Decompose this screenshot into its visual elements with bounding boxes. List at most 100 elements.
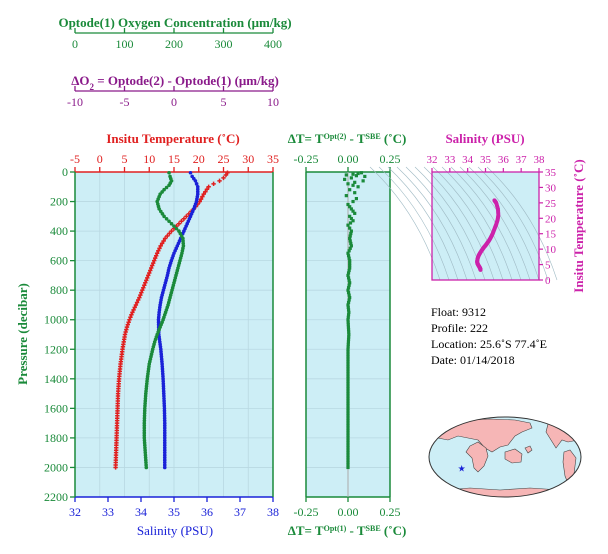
delta-t-point: [348, 236, 352, 241]
salinity-point: [162, 428, 167, 433]
delta-t-point: [348, 295, 352, 300]
delta-o2-tick-label: 0: [171, 95, 177, 109]
temperature-point: [131, 307, 136, 313]
delta-t-point: [346, 465, 350, 470]
delta-t-bottom-tick-label: -0.25: [294, 505, 319, 519]
temperature-series: [113, 170, 230, 470]
delta-t-point: [351, 199, 355, 204]
salinity-point: [162, 441, 167, 445]
delta-t-point: [346, 300, 351, 305]
delta-t-point: [348, 221, 353, 225]
delta-t-point: [346, 396, 350, 401]
ts-salinity-tick-label: 37: [516, 154, 528, 166]
temperature-point: [130, 310, 135, 315]
delta-t-point: [344, 173, 348, 177]
temperature-point: [181, 216, 187, 221]
delta-t-point: [346, 382, 350, 386]
temperature-point: [145, 275, 150, 281]
delta-t-point: [346, 276, 351, 280]
delta-t-point: [349, 176, 353, 180]
oxygen-axis: Optode(1) Oxygen Concentration (μm/kg) 0…: [58, 15, 291, 51]
oxygen-tick-label: 0: [72, 37, 78, 51]
temperature-point: [137, 295, 142, 300]
delta-t-point: [346, 377, 350, 381]
delta-t-point: [346, 406, 350, 410]
oxygen-point: [174, 226, 179, 231]
delta-t-panel: ΔT= TOpt(2) - TSBE (˚C) -0.25 -0.25 0.00 0.…: [288, 131, 407, 538]
ts-salinity-tick-label: 35: [480, 154, 492, 166]
temperature-point: [156, 248, 161, 253]
temperature-point: [129, 312, 134, 318]
delta-t-point: [343, 177, 347, 181]
temperature-point: [134, 300, 140, 305]
temperature-point: [146, 273, 151, 278]
delta-t-point: [346, 303, 350, 307]
delta-t-point: [346, 372, 350, 376]
delta-t-point: [359, 171, 364, 175]
delta-t-point: [348, 205, 352, 209]
temperature-point: [128, 315, 133, 320]
map-land: [431, 417, 581, 497]
delta-t-point: [346, 446, 350, 450]
delta-t-point: [346, 414, 350, 418]
delta-t-point: [346, 350, 350, 354]
salinity-point: [162, 448, 167, 453]
delta-o2-tick-label: -10: [67, 95, 83, 109]
ts-temperature-tick-label: 30: [545, 182, 557, 194]
delta-t-point: [346, 426, 350, 430]
salinity-point: [162, 453, 167, 457]
delta-t-point: [346, 441, 350, 445]
delta-t-series: [343, 171, 367, 470]
delta-t-point: [346, 367, 350, 371]
pressure-tick-label: 800: [50, 283, 68, 297]
pressure-tick-label: 1400: [44, 372, 68, 386]
oxygen-point: [144, 465, 149, 470]
temperature-tick-label: -5: [70, 152, 80, 166]
salinity-point: [188, 170, 193, 175]
delta-t-point: [346, 443, 350, 447]
delta-t-point: [346, 355, 350, 359]
pressure-tick-label: 200: [50, 195, 68, 209]
delta-t-point: [346, 460, 350, 465]
ts-temperature-title: Insitu Temperature (˚C): [571, 159, 586, 292]
delta-t-point: [351, 219, 355, 223]
delta-t-point: [346, 359, 350, 364]
temperature-point: [150, 263, 155, 268]
delta-t-point: [346, 318, 350, 322]
temperature-tick-label: 0: [97, 152, 103, 166]
temperature-axis-title: Insitu Temperature (˚C): [106, 131, 239, 146]
delta-t-point: [347, 278, 351, 282]
delta-t-point: [346, 404, 350, 408]
oxygen-tick-label: 200: [165, 37, 183, 51]
temperature-point: [159, 241, 165, 246]
delta-t-point: [346, 448, 350, 452]
temperature-tick-label: 30: [242, 152, 254, 166]
delta-t-point: [349, 231, 353, 236]
pressure-tick-label: 2200: [44, 490, 68, 504]
oxygen-point: [142, 426, 147, 430]
ts-plot-area: [432, 172, 539, 280]
pressure-tick-label: 1000: [44, 313, 68, 327]
delta-t-point: [346, 431, 350, 435]
temperature-tick-label: 15: [168, 152, 180, 166]
density-contour: [432, 166, 504, 281]
salinity-point: [162, 458, 167, 462]
salinity-point: [162, 455, 167, 460]
delta-t-point: [346, 369, 350, 374]
salinity-tick-label: 34: [135, 505, 147, 519]
temperature-point: [223, 172, 229, 178]
temperature-point: [142, 283, 147, 288]
delta-t-point: [346, 433, 350, 438]
delta-t-point: [346, 409, 350, 413]
oxygen-series: [142, 170, 186, 470]
oxygen-point: [164, 216, 169, 221]
temperature-point: [221, 175, 226, 181]
float-info: Float: 9312 Profile: 222 Location: 25.6˚…: [431, 305, 547, 367]
salinity-point: [162, 465, 167, 470]
profile-number: Profile: 222: [431, 321, 488, 335]
delta-t-point: [346, 362, 350, 366]
delta-o2-tick-label: -5: [120, 95, 130, 109]
salinity-point: [162, 421, 167, 425]
temperature-tick-label: 20: [193, 152, 205, 166]
delta-t-point: [348, 266, 352, 270]
